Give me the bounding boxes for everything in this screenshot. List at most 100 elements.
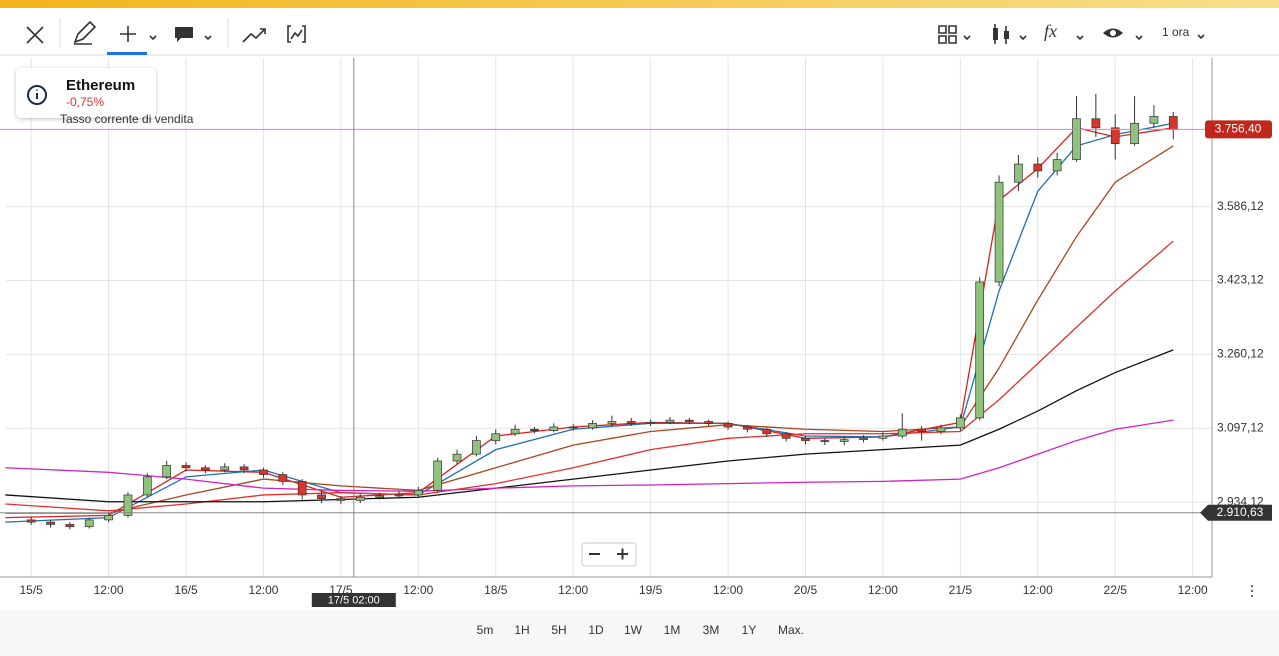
candle-body [878, 435, 888, 439]
candle-body [1014, 163, 1023, 183]
x-tick-label: 12:00 [1178, 583, 1208, 597]
top-bar [0, 0, 1279, 8]
x-tick-label: 12:00 [248, 583, 278, 597]
x-tick-label: 12:00 [1023, 583, 1053, 597]
timeframe-button[interactable]: 5m [477, 623, 494, 637]
candle-body [84, 519, 94, 528]
timeframe-button[interactable]: 1D [588, 623, 604, 637]
candle-body [530, 428, 539, 431]
candle-body [317, 494, 326, 499]
candle-body [859, 437, 868, 441]
moving-average [5, 240, 1174, 512]
x-tick-label: 12:00 [713, 583, 743, 597]
candle-body [588, 422, 597, 429]
collapse-icon[interactable] [26, 26, 44, 44]
x-tick-label: 19/5 [639, 583, 663, 597]
moving-average [5, 349, 1174, 503]
candle-body [104, 515, 113, 521]
comment-icon[interactable] [175, 27, 193, 42]
candle-body [646, 422, 655, 424]
x-tick-label: 22/5 [1104, 583, 1128, 597]
candle-body [433, 460, 443, 491]
x-tick-label: 18/5 [484, 583, 508, 597]
timeframe-button[interactable]: 3M [703, 623, 720, 637]
crosshair-x-label: 17/5 02:00 [328, 594, 380, 606]
x-tick-label: 12:00 [403, 583, 433, 597]
candle-body [684, 419, 694, 422]
x-tick-label: 21/5 [949, 583, 973, 597]
interval[interactable]: 1 ora [1162, 25, 1190, 39]
crosshair-icon[interactable] [120, 26, 136, 42]
candle-body [336, 498, 346, 501]
timeframe-button[interactable]: 1M [664, 623, 681, 637]
crosshair-y-label: 2.910,63 [1217, 505, 1264, 519]
candle-body [355, 496, 365, 501]
candle-body [394, 494, 404, 497]
candle-body [452, 453, 462, 462]
bottom-bar [0, 610, 1279, 656]
timeframe-button[interactable]: 1Y [742, 623, 757, 637]
candle-body [375, 495, 384, 498]
plot: 15/5 12:00 16/5 12:00 17/5 12:00 18/5 12:00 19/5… [0, 58, 1264, 597]
candle-body [1110, 127, 1120, 145]
candle-body [975, 281, 985, 419]
dropdown[interactable] [204, 35, 212, 41]
candle-body [65, 524, 75, 528]
candle-body [123, 494, 133, 516]
candle-body [820, 440, 830, 442]
candle-body [626, 421, 636, 424]
asset-name: Ethereum [66, 77, 135, 94]
candle-body [665, 419, 675, 423]
timeframe-button[interactable]: Max. [778, 623, 804, 637]
timeframe-button[interactable]: 1H [514, 623, 529, 637]
layout-icon[interactable] [938, 25, 957, 44]
candle-body [1149, 116, 1159, 124]
y-tick-label: 3.260,12 [1217, 347, 1264, 361]
candle-body [201, 467, 210, 471]
candle-body [297, 481, 307, 496]
candle-body [723, 422, 733, 428]
info-box[interactable]: Ethereum -0,75% [16, 68, 156, 118]
x-tick-label: 20/5 [794, 583, 818, 597]
x-tick-label: 12:00 [558, 583, 588, 597]
moving-average [5, 419, 1174, 492]
trend-icon[interactable] [242, 28, 266, 43]
y-tick-label: 3.097,12 [1217, 420, 1264, 434]
candle-body [897, 428, 907, 437]
price-note: Tasso corrente di vendita [60, 112, 194, 126]
candle-icon[interactable] [993, 28, 1009, 40]
zoom-in[interactable] [617, 548, 628, 560]
candle-body [278, 474, 288, 482]
x-tick-label: 15/5 [19, 583, 43, 597]
dropdown[interactable] [149, 35, 157, 41]
candle-body [1130, 122, 1139, 145]
dropdown[interactable] [963, 35, 971, 41]
candle-body [491, 433, 501, 441]
candle-body [568, 426, 578, 429]
price-tag-label: 3.756,40 [1215, 122, 1262, 136]
fx-icon[interactable]: fx [1044, 21, 1057, 41]
candle-body [743, 426, 752, 430]
timeframe-button[interactable]: 1W [624, 623, 643, 637]
timeframe-button[interactable]: 5H [551, 623, 566, 637]
price-tag [1205, 120, 1272, 139]
candle-body [472, 440, 481, 455]
moving-average [5, 145, 1174, 514]
candle-body [220, 466, 230, 471]
zoom-controls [581, 542, 637, 567]
candle-body [704, 421, 714, 424]
candle-body [801, 437, 810, 441]
crosshair-x-tag [311, 593, 396, 607]
candle-body [46, 521, 55, 525]
x-tick-label: 12:00 [94, 583, 124, 597]
indicator-icon[interactable] [287, 25, 306, 43]
pencil-icon[interactable] [73, 20, 97, 45]
candle-body [162, 465, 172, 478]
candle-body [917, 428, 926, 432]
active-tab [107, 52, 147, 55]
candle-body [936, 427, 946, 432]
candle-body [26, 519, 36, 523]
x-tick-label: 16/5 [174, 583, 198, 597]
